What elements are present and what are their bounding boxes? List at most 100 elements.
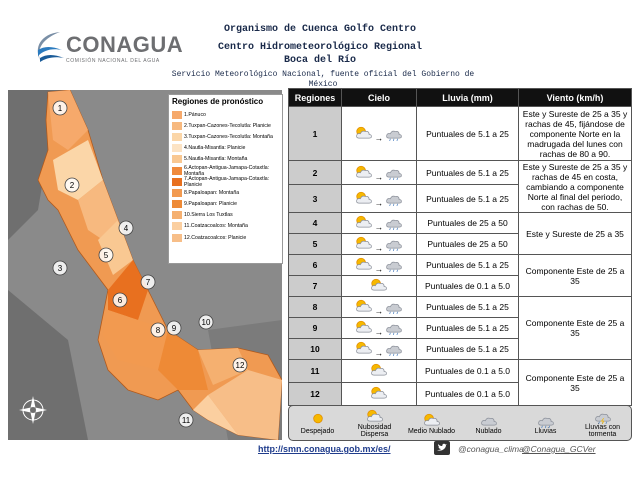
weather-icon (355, 191, 372, 203)
rain (389, 269, 399, 273)
arrow: → (374, 348, 384, 358)
table-row: 10 → Puntuales de 5.1 a 25 (288, 338, 632, 360)
twitter-handle[interactable]: @Conagua_GCVer (522, 444, 596, 454)
cloud (366, 413, 383, 422)
column-header: Cielo (341, 88, 417, 107)
rain (389, 332, 399, 336)
rain-cell: Puntuales de 5.1 a 25 (416, 296, 519, 318)
weather-icon (386, 324, 403, 336)
sky-legend: Despejado Nubosidad Dispersa Medio Nublado… (288, 405, 632, 441)
legend-text: Medio Nublado (407, 427, 456, 435)
marker-circle (118, 220, 134, 236)
sky-cell: → (341, 254, 417, 276)
legend-entry: 4.Nautla-Misantla: Planicie (172, 143, 282, 154)
legend-label: 4.Nautla-Misantla: Planicie (184, 145, 246, 152)
cloud (355, 303, 372, 312)
weather-icon (594, 413, 611, 424)
wind-cell: Este y Sureste de 25 a 35 y rachas de 45… (518, 106, 632, 161)
table-row: 2 → Puntuales de 5.1 a 25 Este y Sureste de… (288, 160, 632, 213)
cloud (355, 345, 372, 354)
compass (19, 396, 47, 424)
cloud (355, 130, 372, 138)
cloud (371, 282, 387, 291)
cloud (355, 219, 372, 228)
marker-label: 3 (58, 264, 63, 273)
weather-icon (355, 215, 372, 228)
region-marker: 9 (166, 320, 182, 336)
cloud (386, 345, 403, 354)
sky-cell (341, 275, 417, 297)
marker-label: 2 (70, 181, 75, 190)
marker-label: 1 (58, 104, 63, 113)
table-row: 12 Puntuales de 0.1 a 5.0 (288, 382, 632, 406)
legend-swatch (172, 233, 182, 242)
rain (389, 177, 399, 180)
legend-swatch (172, 110, 182, 119)
legend-label: 7.Actopan-Antigua-Jamapa-Cotaxtla: Plani… (184, 175, 270, 188)
url[interactable]: http://smn.conagua.gob.mx/es/ (258, 444, 391, 454)
forecast-table: Regiones Cielo Lluvia (mm) Viento (km/h) 1 → P… (288, 88, 632, 406)
weather-icon (386, 303, 403, 315)
marker-circle (198, 314, 214, 330)
weather-icon (312, 413, 323, 423)
marker-circle (98, 247, 114, 263)
weather-icon (371, 386, 387, 399)
sky-cell: → (341, 212, 417, 234)
weather-icon (355, 126, 372, 138)
table-row: 1 → Puntuales de 5.1 a 25 Este y Sureste de… (288, 106, 632, 161)
region-marker: 12 (232, 357, 248, 373)
marker-circle (232, 357, 248, 373)
table-row: 5 → Puntuales de 25 a 50 (288, 233, 632, 255)
legend-text: Lluvias (534, 427, 557, 435)
weather-icon (386, 169, 403, 180)
rain-cell: Puntuales de 25 a 50 (416, 212, 519, 234)
legend-label: 9.Papaloapan: Planicie (184, 201, 238, 208)
marker-circle (52, 260, 68, 276)
legend-item: Nublado (463, 412, 515, 435)
arrow: → (374, 327, 384, 337)
rain-cell: Puntuales de 5.1 a 25 (416, 338, 519, 360)
legend-text: Despejado (300, 427, 335, 435)
region-cell: 1 (288, 106, 342, 161)
rain (389, 353, 399, 357)
bolt (600, 417, 604, 424)
marker-label: 10 (202, 318, 211, 327)
region-marker: 5 (98, 247, 114, 263)
table-row: 3 → Puntuales de 5.1 a 25 (288, 184, 632, 213)
legend-item: Nubosidad Dispersa (349, 408, 401, 438)
weather-icon (355, 320, 372, 333)
sky-cell: → (341, 338, 417, 360)
cloud (355, 240, 372, 249)
weather-icon (366, 409, 383, 422)
column-header: Lluvia (mm) (416, 88, 519, 107)
arrow: → (374, 243, 384, 253)
legend-entry: 12.Coatzacoalcos: Planicie (172, 232, 282, 243)
marker-circle (150, 322, 166, 338)
weather-icon (386, 130, 403, 141)
wind-cell: Este y Sureste de 25 a 35 y rachas de 45… (518, 160, 632, 213)
rain (389, 311, 399, 315)
legend-swatch (172, 132, 182, 141)
arrow: → (374, 171, 384, 182)
marker-label: 4 (124, 224, 129, 233)
cloud (386, 195, 403, 203)
sky-cell: → (341, 296, 417, 318)
twitter-handle[interactable]: @conagua_clima (458, 444, 524, 454)
legend-swatch (172, 222, 182, 231)
marker-label: 8 (156, 326, 161, 335)
sky-cell (341, 359, 417, 383)
sky-cell: → (341, 233, 417, 255)
legend-text: Lluvias con tormenta (584, 424, 621, 438)
region-cell: 9 (288, 317, 342, 339)
region-cell: 4 (288, 212, 342, 234)
arrow: → (374, 222, 384, 232)
arrow: → (374, 197, 384, 208)
weather-icon (386, 240, 403, 252)
sky-cell: → (341, 184, 417, 213)
cloud (386, 240, 403, 249)
marker-circle (140, 274, 156, 290)
rain (540, 425, 550, 428)
region-cell: 2 (288, 160, 342, 185)
legend-swatch (172, 166, 182, 175)
